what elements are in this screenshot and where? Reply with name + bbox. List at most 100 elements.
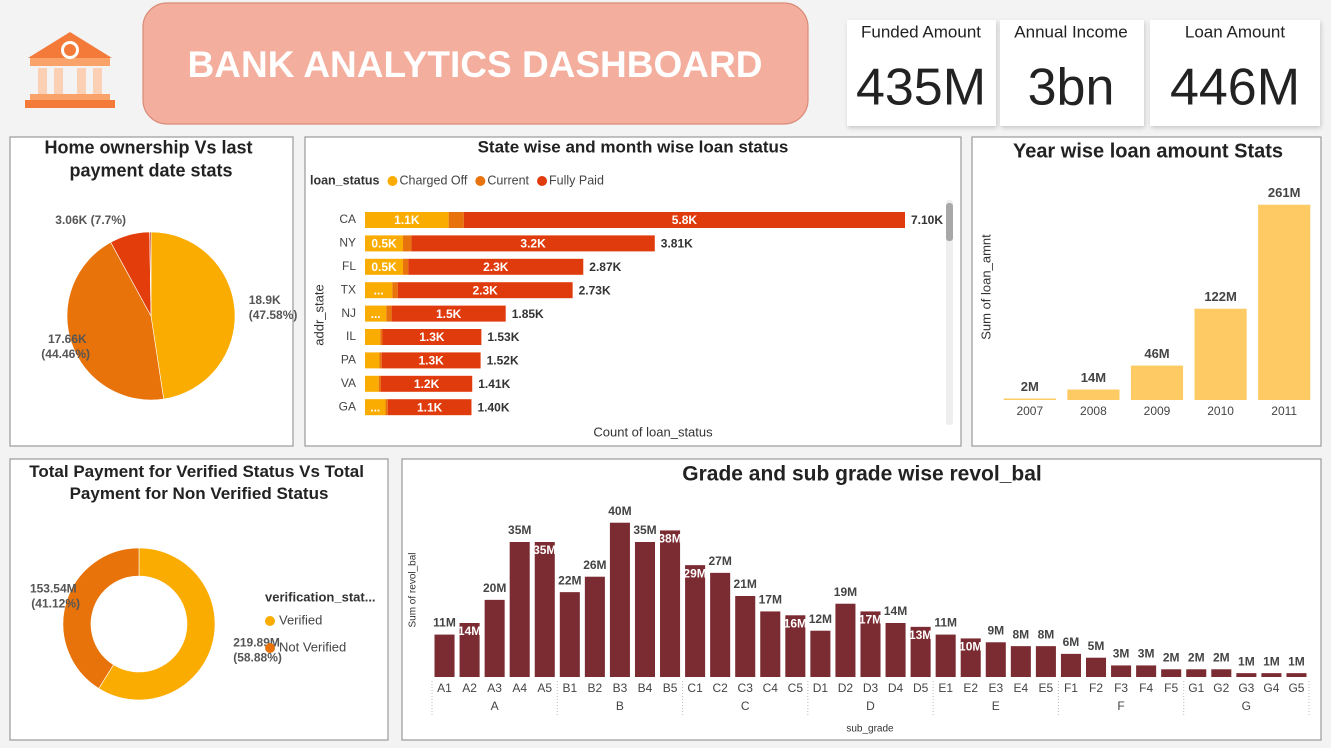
x-tick-label: D4 — [888, 681, 904, 695]
data-label: 122M — [1204, 289, 1237, 304]
legend-marker — [387, 176, 398, 186]
x-tick-label: B2 — [588, 681, 603, 695]
x-tick-label: F4 — [1139, 681, 1153, 695]
data-label: 14M — [884, 604, 907, 618]
x-tick-label: A5 — [537, 681, 552, 695]
chart-title: Total Payment for Verified Status Vs Tot… — [29, 462, 368, 503]
bar — [960, 638, 981, 677]
data-label: 3M — [1138, 647, 1155, 661]
text-line: 3.06K (7.7%) — [55, 213, 126, 227]
bar — [584, 576, 605, 677]
bar-segment — [403, 258, 409, 275]
text-line: 18.9K — [249, 293, 284, 307]
bar — [1161, 669, 1182, 677]
y-tick-label: CA — [339, 212, 356, 226]
data-label: 2.3K — [483, 260, 509, 274]
kpi-card — [1150, 20, 1320, 126]
data-label: 18.9K (47.58%) — [249, 293, 298, 322]
y-tick-label: VA — [341, 376, 356, 390]
data-label: 16M — [784, 616, 807, 630]
data-label: 1.1K — [417, 400, 443, 414]
group-label: C — [741, 699, 750, 713]
data-label: 0.5K — [371, 237, 397, 251]
bar — [1003, 398, 1056, 400]
bank-icon — [25, 32, 115, 108]
total-label: 1.40K — [477, 400, 509, 414]
data-label: 1.3K — [418, 354, 444, 368]
total-label: 1.41K — [478, 377, 510, 391]
bar-segment — [385, 399, 388, 416]
data-label: 17M — [859, 613, 882, 627]
slice — [98, 547, 216, 701]
data-label: 38M — [658, 532, 681, 546]
bar-segment — [365, 352, 380, 369]
x-tick-label: C3 — [738, 681, 754, 695]
y-tick-label: NY — [339, 236, 356, 250]
kpi-value: 3bn — [1028, 59, 1115, 117]
slice — [149, 231, 152, 317]
bar-segment — [365, 305, 387, 322]
bar — [685, 565, 706, 677]
bar-segment — [463, 212, 905, 228]
data-label: 3.06K (7.7%) — [55, 213, 126, 227]
bar — [860, 611, 881, 677]
bar — [1194, 308, 1247, 400]
bar — [1186, 669, 1207, 677]
bar — [1286, 673, 1307, 677]
data-label: 2M — [1021, 379, 1039, 394]
scrollbar[interactable] — [946, 200, 953, 425]
text-line: (41.12%) — [31, 597, 80, 611]
x-tick-label: D5 — [913, 681, 929, 695]
bar-segment — [365, 235, 404, 252]
x-tick-label: G5 — [1288, 681, 1304, 695]
dashboard-title: BANK ANALYTICS DASHBOARD — [188, 44, 763, 85]
text-line: (44.46%) — [41, 347, 90, 361]
group-label: D — [866, 699, 875, 713]
group-label: F — [1117, 699, 1124, 713]
bar — [1130, 365, 1184, 400]
x-tick-label: A1 — [437, 681, 452, 695]
data-label: 3.2K — [520, 237, 546, 251]
bar-segment — [392, 282, 398, 299]
group-label: E — [992, 699, 1000, 713]
x-tick-label: C1 — [687, 681, 703, 695]
data-label: 21M — [734, 577, 757, 591]
data-label: 5M — [1088, 639, 1105, 653]
bar — [434, 634, 455, 677]
x-tick-label: B3 — [613, 681, 628, 695]
data-label: 219.89M (58.88%) — [233, 636, 283, 665]
group-label: A — [491, 699, 499, 713]
kpi-label: Funded Amount — [861, 22, 981, 41]
bar-segment — [411, 235, 655, 252]
legend-marker — [265, 643, 275, 653]
data-label: 29M — [683, 566, 706, 580]
bar — [559, 592, 580, 677]
bar-segment — [380, 375, 473, 392]
data-label: 1.2K — [414, 377, 440, 391]
chart-title: Grade and sub grade wise revol_bal — [682, 463, 1041, 486]
bar — [1258, 204, 1311, 400]
bar-segment — [448, 212, 464, 228]
x-tick-label: C4 — [763, 681, 779, 695]
data-label: 1M — [1238, 654, 1255, 668]
x-tick-label: E2 — [963, 681, 978, 695]
bar — [910, 626, 931, 677]
text-line: Total Payment for Verified Status Vs Tot… — [29, 462, 368, 481]
bar-segment — [408, 258, 584, 275]
title-box — [142, 2, 809, 125]
data-label: 35M — [533, 543, 556, 557]
total-label: 3.81K — [661, 237, 693, 251]
data-label: 1M — [1288, 654, 1305, 668]
scrollbar-thumb[interactable] — [946, 203, 953, 241]
x-tick-label: G2 — [1213, 681, 1229, 695]
bar — [459, 623, 480, 677]
bar — [760, 611, 781, 677]
legend-label: Current — [487, 173, 529, 187]
bar — [1010, 646, 1031, 677]
axis-title: Sum of loan_amnt — [978, 234, 993, 340]
data-label: 9M — [987, 623, 1004, 637]
axis-title: Sum of revol_bal — [408, 552, 419, 627]
x-tick-label: 2011 — [1271, 404, 1297, 418]
y-tick-label: TX — [341, 282, 356, 296]
x-tick-label: D3 — [863, 681, 879, 695]
